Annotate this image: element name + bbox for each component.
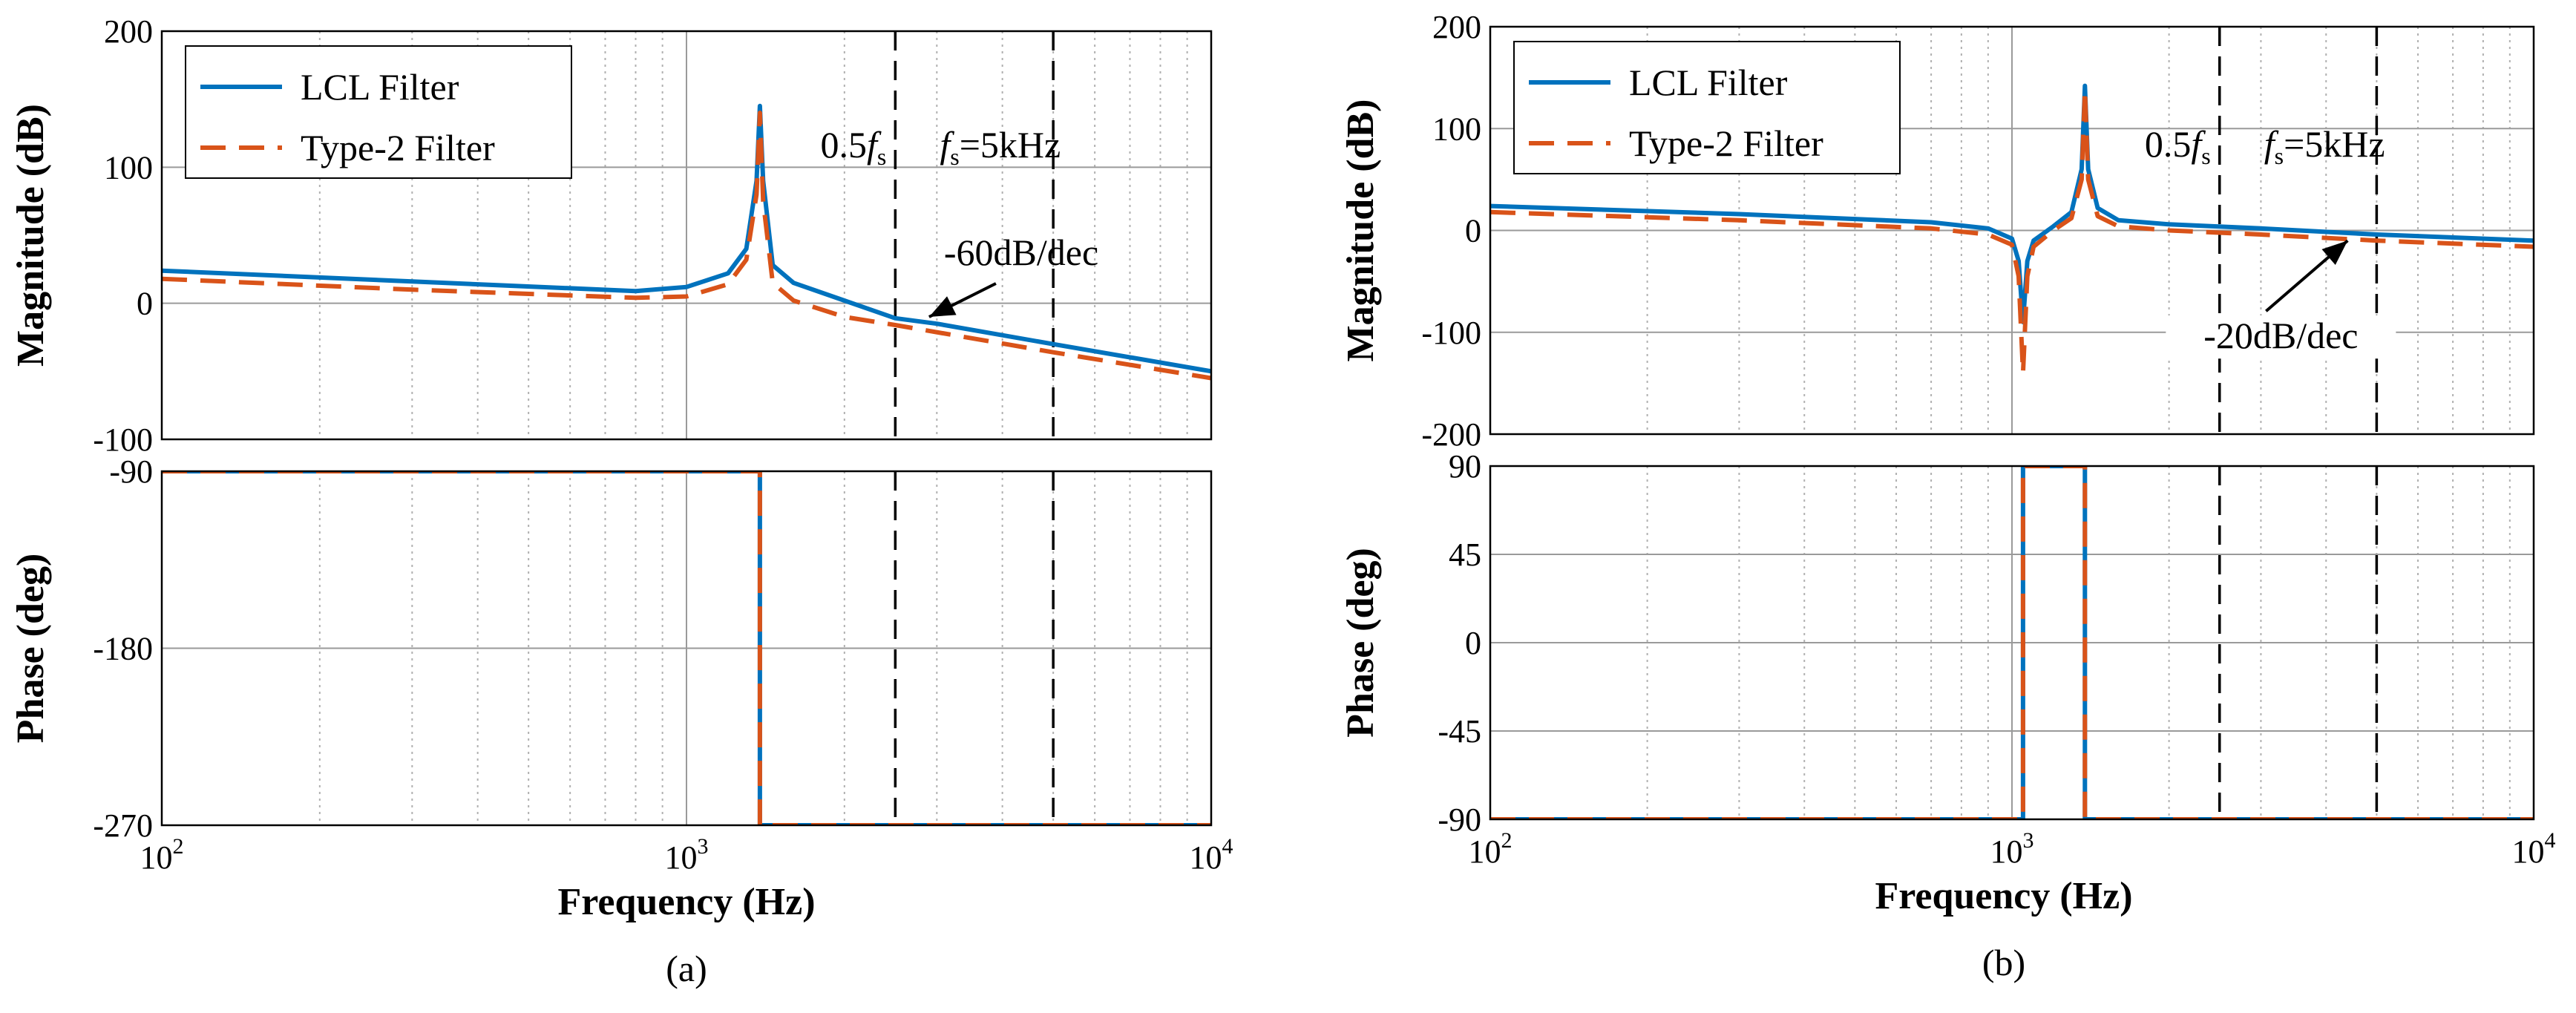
half-fs-label: 0.5fs [820,124,886,170]
xtick-label: 102 [1469,828,1513,870]
legend-box [1513,41,1901,174]
magnitude-series-type2 [1490,88,2534,376]
magnitude-ytick-label: 0 [1465,213,1481,249]
fs-label: fs=5kHz [2264,123,2385,169]
magnitude-ytick-label: 200 [1432,9,1481,45]
phase-ytick-label: 45 [1449,537,1481,573]
magnitude-ytick-label: 0 [137,286,153,322]
xtick-label: 104 [2512,828,2556,870]
magnitude-ylabel: Magnitude (dB) [1340,99,1382,362]
slope-annotation-text: -20dB/dec [2203,315,2358,356]
magnitude-ylabel: Magnitude (dB) [10,104,52,367]
phase-series-type2 [162,471,1211,825]
phase-ytick-label: 90 [1449,448,1481,485]
magnitude-ytick-label: -100 [93,422,153,458]
legend: LCL Filter Type-2 Filter [1513,41,1901,174]
magnitude-ytick-label: 100 [1432,111,1481,147]
magnitude-ytick-label: -200 [1421,416,1481,453]
subplot-b: -200 -100 0 100 200 Magnitude (dB) -90 -45 0 45 90… [1340,9,2556,983]
phase-ytick-label: -90 [109,453,153,490]
xtick-label: 102 [140,834,184,876]
xlabel: Frequency (Hz) [557,881,815,923]
slope-annotation-text: -60dB/dec [944,232,1098,273]
magnitude-axes-frame [160,30,1213,441]
slope-annotation: -20dB/dec [2166,239,2396,359]
legend-label-type2: Type-2 Filter [301,127,495,168]
legend-label-lcl: LCL Filter [301,66,459,108]
magnitude-axes-frame [1489,25,2535,436]
magnitude-ytick-label: 100 [104,149,153,186]
xlabel: Frequency (Hz) [1875,875,2132,917]
magnitude-ytick-label: -100 [1421,315,1481,351]
phase-panel-b: -90 -45 0 45 90 Phase (deg) [1340,448,2535,838]
xtick-label: 103 [1990,828,2034,870]
magnitude-ytick-label: 200 [104,13,153,50]
subfigure-caption: (b) [1982,942,2025,983]
phase-axes-frame [1489,465,2535,821]
legend: LCL Filter Type-2 Filter [185,45,572,179]
phase-ylabel: Phase (deg) [10,554,52,744]
phase-ytick-label: 0 [1465,625,1481,661]
legend-box [185,45,572,179]
phase-panel-a: -270 -180 -90 Phase (deg) [10,453,1213,844]
phase-ytick-label: -180 [93,631,153,667]
legend-label-type2: Type-2 Filter [1629,122,1823,164]
magnitude-series-lcl [1490,83,2534,324]
phase-axes-frame [160,470,1213,827]
annotation-arrow-head [2321,240,2348,266]
phase-ytick-label: -45 [1438,713,1481,750]
slope-annotation: -60dB/dec [928,232,1098,318]
subfigure-caption: (a) [666,948,707,989]
phase-ylabel: Phase (deg) [1340,548,1382,738]
annotation-arrow-head [928,296,957,317]
magnitude-series-type2 [162,111,1211,381]
phase-ytick-label: -270 [93,807,153,844]
xtick-label: 104 [1190,834,1233,876]
phase-ytick-label: -90 [1438,801,1481,838]
legend-label-lcl: LCL Filter [1629,62,1788,103]
subplot-a: -100 0 100 200 Magnitude (dB) -270 -180 -90 Phas… [10,13,1233,989]
half-fs-label: 0.5fs [2145,123,2211,169]
xtick-label: 103 [665,834,709,876]
annotation-text-bg [2166,315,2396,359]
